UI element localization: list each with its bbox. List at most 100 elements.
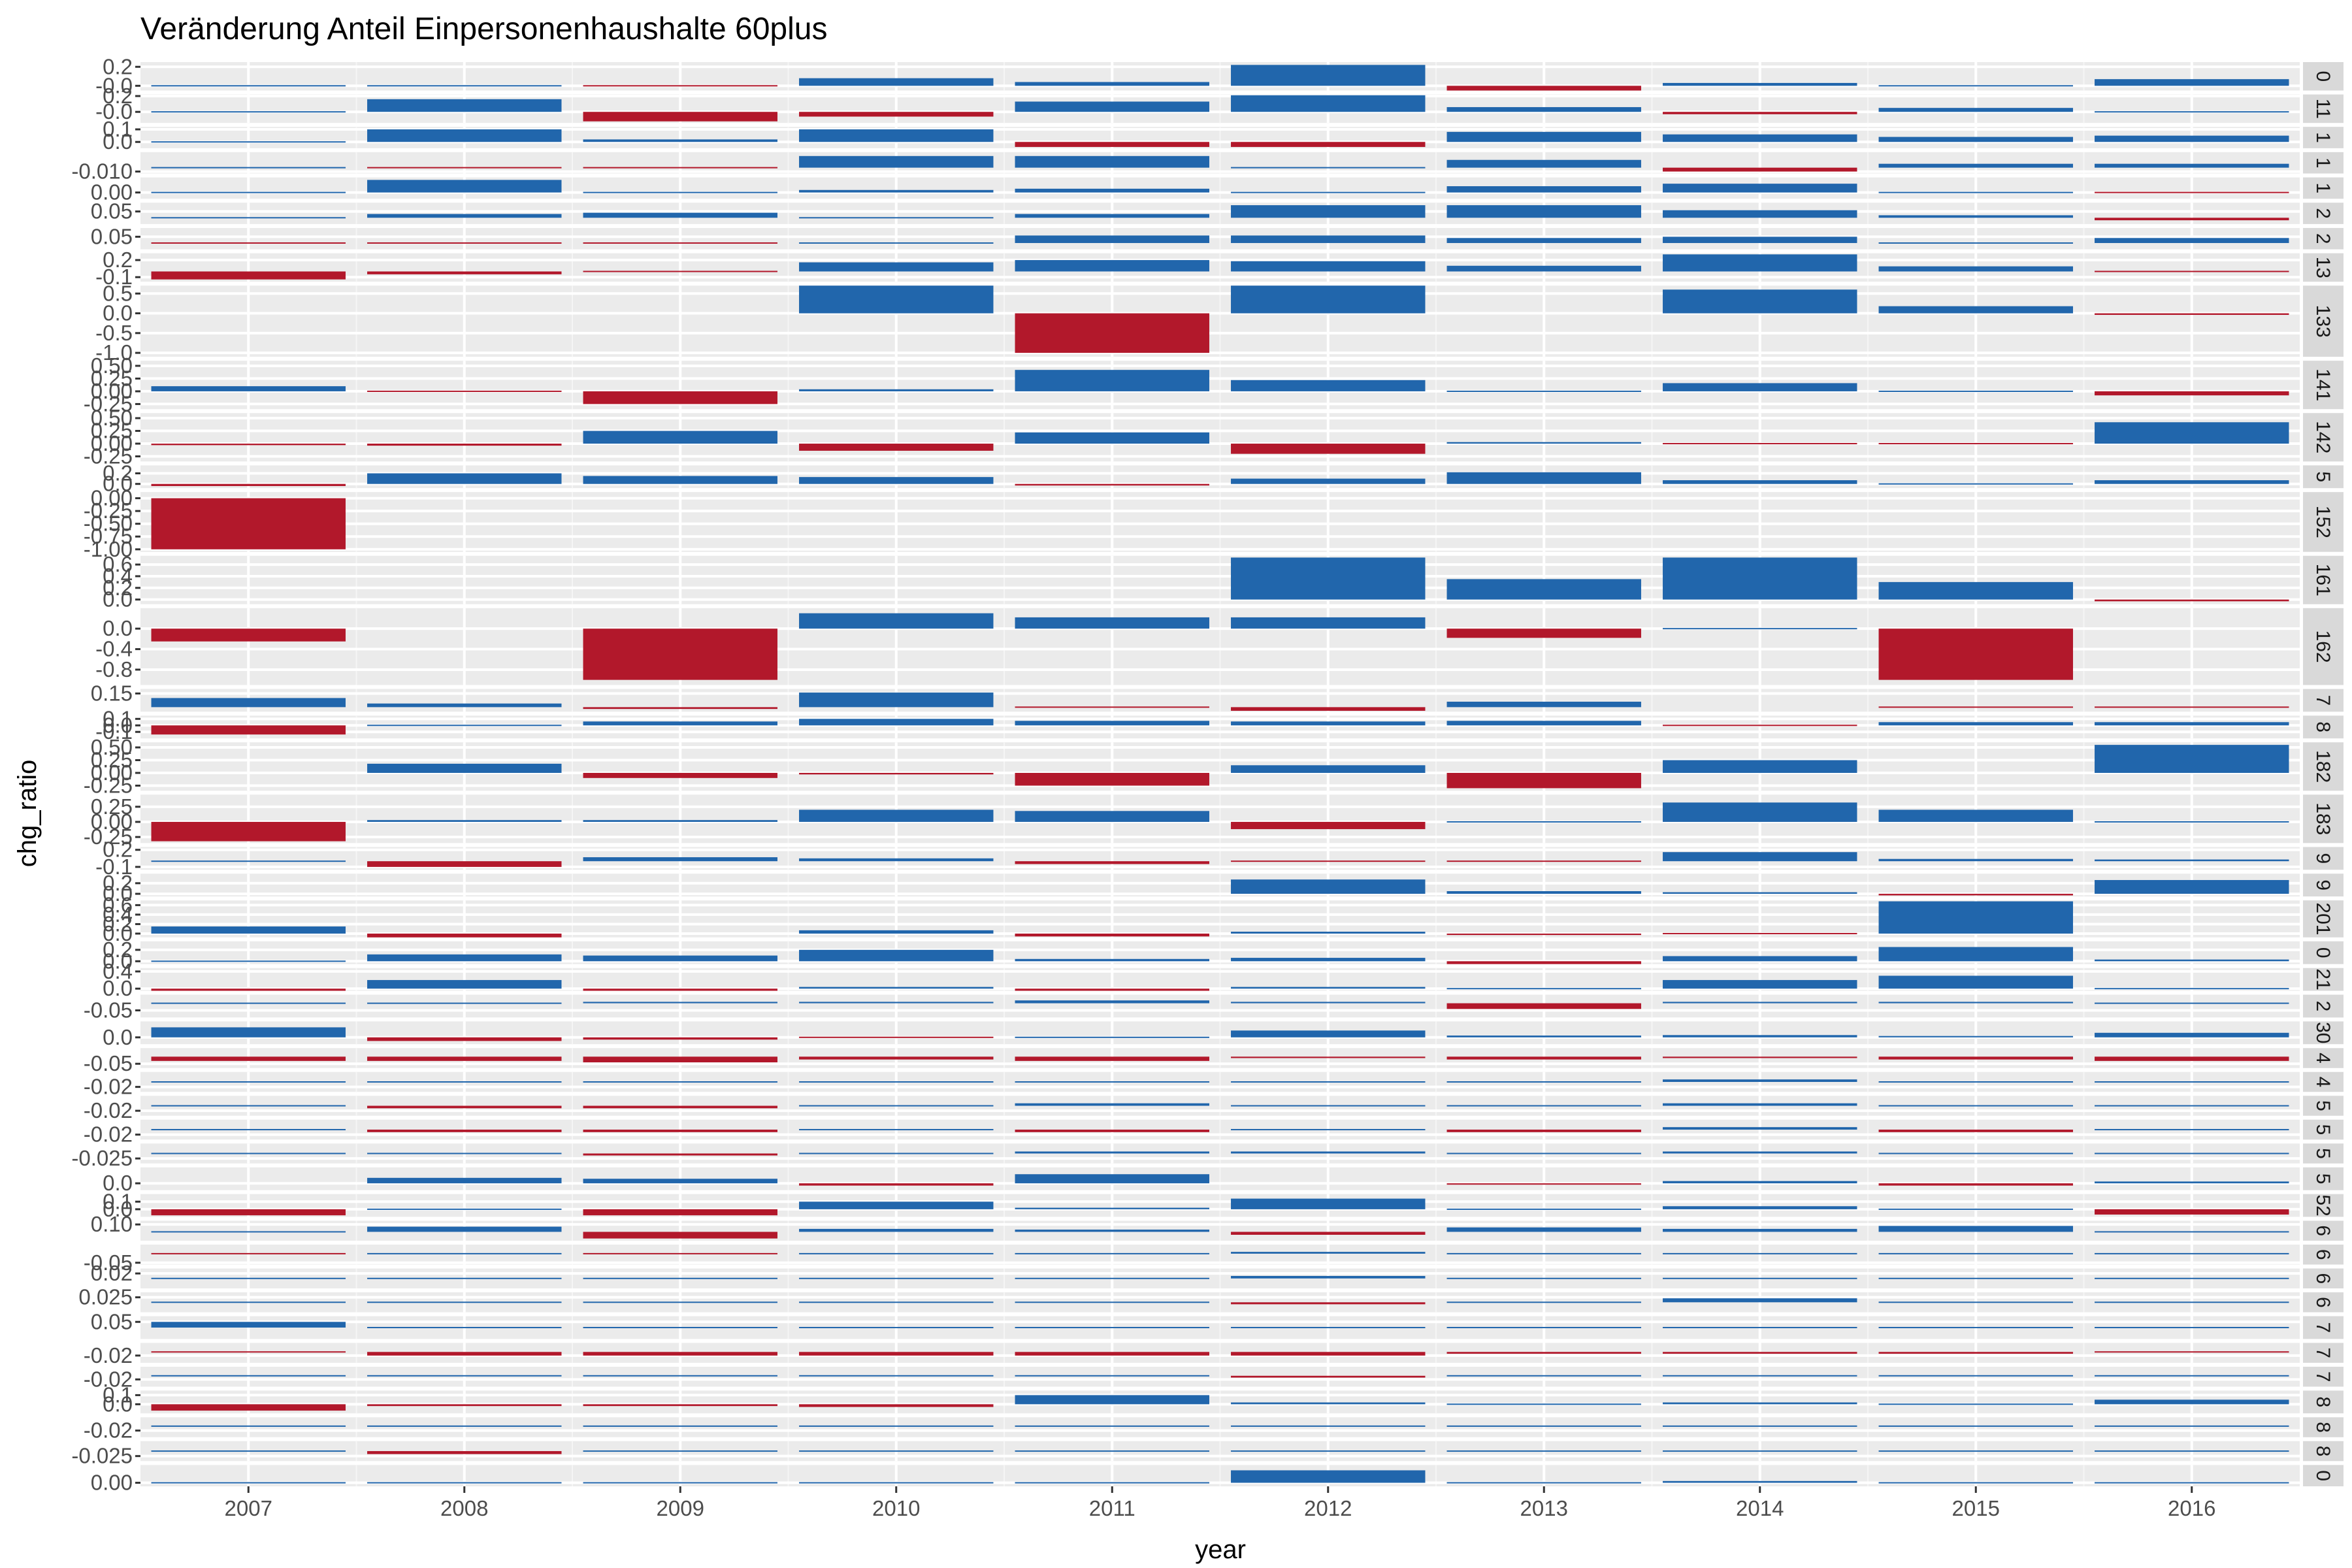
bar-2008 (367, 1105, 562, 1109)
bar-2012 (1231, 1056, 1426, 1058)
bar-2011 (1015, 933, 1209, 937)
y-tick-label: -0.02 (84, 1367, 133, 1391)
bar-2016 (2095, 1450, 2289, 1452)
bar-2009 (583, 112, 777, 122)
bar-2012 (1231, 1081, 1426, 1083)
y-axis-title: chg_ratio (13, 760, 42, 868)
bar-2016 (2095, 1399, 2289, 1405)
facet-panel: 0.2-0.1 9 (95, 838, 2344, 879)
bar-2007 (151, 217, 346, 219)
bar-2010 (799, 477, 994, 484)
bar-2010 (799, 217, 994, 219)
bar-2009 (583, 1105, 777, 1109)
bar-2007 (151, 1322, 346, 1328)
bar-2016 (2095, 1081, 2289, 1083)
bar-2011 (1015, 1207, 1209, 1209)
bar-2009 (583, 955, 777, 962)
bar-2015 (1878, 975, 2073, 989)
facet-strip-label: 7 (2312, 1347, 2334, 1358)
bar-2008 (367, 725, 562, 727)
bar-2009 (583, 391, 777, 404)
bar-2013 (1446, 961, 1641, 964)
facet-strip-label: 5 (2312, 1173, 2334, 1184)
bar-2010 (799, 286, 994, 314)
bar-2012 (1231, 932, 1426, 934)
bar-2007 (151, 1129, 346, 1131)
bar-2007 (151, 821, 346, 841)
facet-strip (2303, 1096, 2344, 1116)
bar-2010 (799, 930, 994, 934)
bar-2008 (367, 1404, 562, 1407)
bar-2007 (151, 1404, 346, 1411)
bar-2010 (799, 1375, 994, 1377)
facet-panel: 0.60.40.20.0 201 (103, 892, 2344, 945)
bar-2015 (1878, 1352, 2073, 1354)
bar-2009 (583, 629, 777, 680)
bar-2014 (1663, 1425, 1857, 1427)
facet-panel: 0.2-0.0 11 (95, 84, 2344, 123)
bar-2007 (151, 629, 346, 642)
bar-2015 (1878, 1301, 2073, 1303)
bar-2010 (799, 858, 994, 862)
bar-2015 (1878, 1056, 2073, 1060)
bar-2013 (1446, 721, 1641, 726)
facet-strip-label: 4 (2312, 1077, 2334, 1088)
bar-2013 (1446, 988, 1641, 990)
bar-2009 (583, 1482, 777, 1484)
facet-panel: 0.20.0 9 (103, 871, 2344, 906)
bar-2016 (2095, 1252, 2289, 1254)
facet-panel: 0.10.0 1 (103, 117, 2344, 154)
bar-2007 (151, 1027, 346, 1037)
y-tick-label: -0.02 (84, 1343, 133, 1367)
facet-strip (2303, 413, 2344, 462)
bar-2014 (1663, 628, 1857, 630)
facet-panel: 0.10 6 (91, 1212, 2344, 1241)
bar-2011 (1015, 1326, 1209, 1328)
bar-2016 (2095, 1375, 2289, 1377)
bar-2009 (583, 1002, 777, 1004)
facet-panel: 0.500.250.00-0.25 182 (84, 735, 2344, 798)
bar-2007 (151, 860, 346, 862)
bar-2014 (1663, 167, 1857, 172)
bar-2012 (1231, 380, 1426, 391)
bar-2011 (1015, 1450, 1209, 1452)
facet-panel: 0.500.250.00-0.25 141 (84, 353, 2344, 416)
facet-strip (2303, 361, 2344, 410)
y-tick-label: 0.25 (91, 366, 133, 390)
bar-2008 (367, 1208, 562, 1210)
bar-2008 (367, 1451, 562, 1454)
y-tick-label: -0.25 (84, 444, 133, 468)
facet-strip (2303, 900, 2344, 938)
bar-2009 (583, 270, 777, 272)
bar-2014 (1663, 1035, 1857, 1037)
bar-2009 (583, 1252, 777, 1254)
bar-2008 (367, 1037, 562, 1041)
facet-panel: 0.05 7 (91, 1309, 2344, 1339)
bar-2012 (1231, 707, 1426, 711)
bar-2010 (799, 693, 994, 708)
y-tick-label: -0.010 (71, 159, 133, 184)
facet-panel: 0.60.40.20.0 161 (103, 552, 2344, 612)
y-tick-label: 0.4 (103, 902, 133, 926)
bar-2014 (1663, 725, 1857, 727)
facet-strip (2303, 1316, 2344, 1339)
x-tick-label: 2012 (1304, 1496, 1352, 1520)
bar-2016 (2095, 1301, 2289, 1303)
facet-strip-label: 2 (2312, 208, 2334, 219)
bar-2016 (2095, 1002, 2289, 1004)
facet-strip (2303, 968, 2344, 991)
bar-2015 (1878, 215, 2073, 218)
x-tick-label: 2010 (872, 1496, 920, 1520)
bar-2015 (1878, 1375, 2073, 1377)
y-tick-label: 0.05 (91, 224, 133, 248)
facet-panel: 0.500.250.00-0.25 142 (84, 406, 2344, 468)
bar-2016 (2095, 959, 2289, 962)
y-tick-label: 0.0 (103, 921, 133, 945)
facet-strip-label: 13 (2312, 257, 2334, 278)
bar-2015 (1878, 108, 2073, 112)
bar-2011 (1015, 1000, 1209, 1004)
bar-2007 (151, 1277, 346, 1279)
bar-2016 (2095, 111, 2289, 113)
bar-2010 (799, 112, 994, 117)
facet-strip (2303, 492, 2344, 552)
